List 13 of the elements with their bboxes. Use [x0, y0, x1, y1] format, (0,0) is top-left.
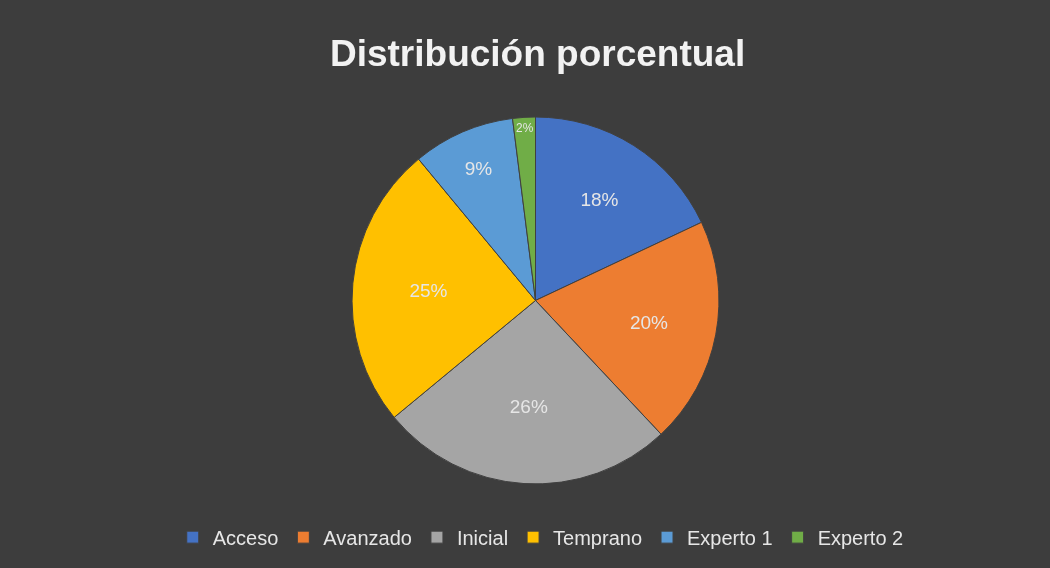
legend-label: Experto 2 [817, 526, 904, 549]
data-label: 18% [580, 189, 619, 211]
legend-label: Acceso [212, 526, 279, 549]
chart-title: Distribución porcentual [329, 32, 746, 74]
legend-label: Inicial [456, 526, 509, 549]
data-label: 2% [516, 121, 534, 136]
data-label: 25% [409, 279, 448, 301]
data-label: 26% [509, 395, 548, 417]
legend-label: Experto 1 [687, 526, 773, 549]
legend-label: Avanzado [323, 526, 412, 549]
data-label: 20% [629, 311, 669, 333]
data-label: 9% [464, 158, 493, 180]
legend-label: Temprano [553, 526, 643, 549]
